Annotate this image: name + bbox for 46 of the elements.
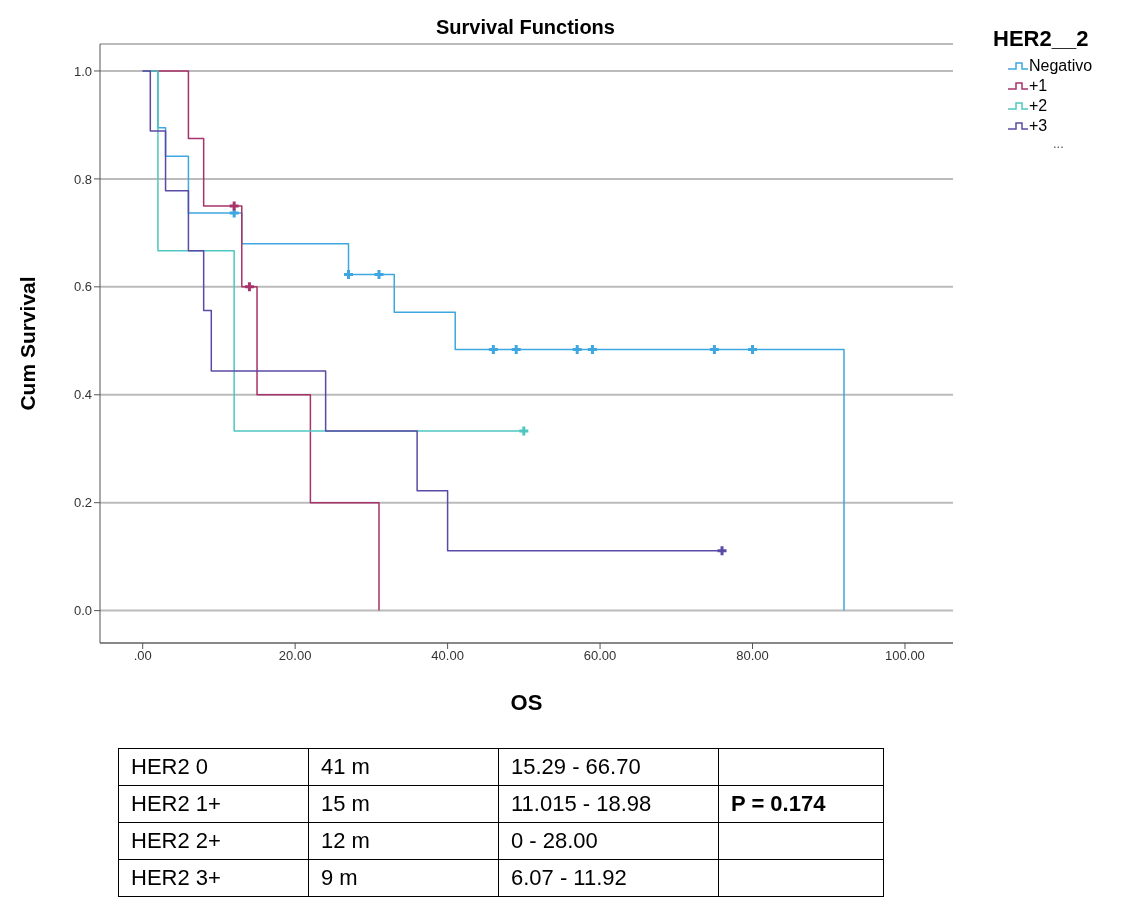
point [587, 344, 597, 354]
y-tick-label: 0.6 [73, 279, 92, 295]
legend-label: +2 [1029, 97, 1048, 115]
point [488, 344, 498, 354]
point [717, 546, 727, 556]
point [572, 344, 582, 354]
legend-label: Negativo [1029, 57, 1093, 75]
point [344, 269, 354, 279]
text: 6.07 - 11.92 [498, 859, 719, 897]
legend-label: +1 [1029, 77, 1048, 95]
point [374, 269, 384, 279]
text: 41 m [308, 748, 499, 786]
text: 15 m [308, 785, 499, 823]
x-tick-label: 100.00 [885, 648, 925, 664]
x-tick-label: 40.00 [431, 648, 464, 664]
point [229, 201, 239, 211]
x-tick-label: 20.00 [278, 648, 312, 664]
text: HER2 0 [118, 748, 309, 786]
x-tick-label: .00 [133, 648, 152, 664]
text: 0 - 28.00 [498, 822, 719, 860]
text: ... [1053, 136, 1065, 151]
x-tick-label: 60.00 [583, 648, 617, 664]
legend-title: HER2__2 [993, 26, 1090, 52]
y-tick-label: 0.8 [73, 171, 92, 187]
text: P = 0.174 [718, 785, 884, 823]
x-tick-label: 80.00 [736, 648, 769, 664]
text: 15.29 - 66.70 [498, 748, 719, 786]
y-tick-label: 0.2 [73, 495, 92, 511]
point [511, 344, 521, 354]
x-axis-title: OS [510, 690, 543, 715]
chart-title: Survival Functions [435, 16, 616, 39]
text: 11.015 - 18.98 [498, 785, 719, 823]
point [709, 344, 719, 354]
text: 9 m [308, 859, 499, 897]
text: 12 m [308, 822, 499, 860]
text: HER2 2+ [118, 822, 309, 860]
y-axis-title: Cum Survival [16, 276, 40, 411]
legend-label: +3 [1029, 117, 1048, 135]
y-tick-label: 0.4 [73, 387, 92, 403]
y-tick-label: 0.0 [73, 603, 92, 619]
text: HER2 1+ [118, 785, 309, 823]
y-tick-label: 1.0 [73, 63, 92, 79]
point [244, 282, 254, 292]
point [519, 426, 529, 436]
point [748, 344, 758, 354]
text: HER2 3+ [118, 859, 309, 897]
